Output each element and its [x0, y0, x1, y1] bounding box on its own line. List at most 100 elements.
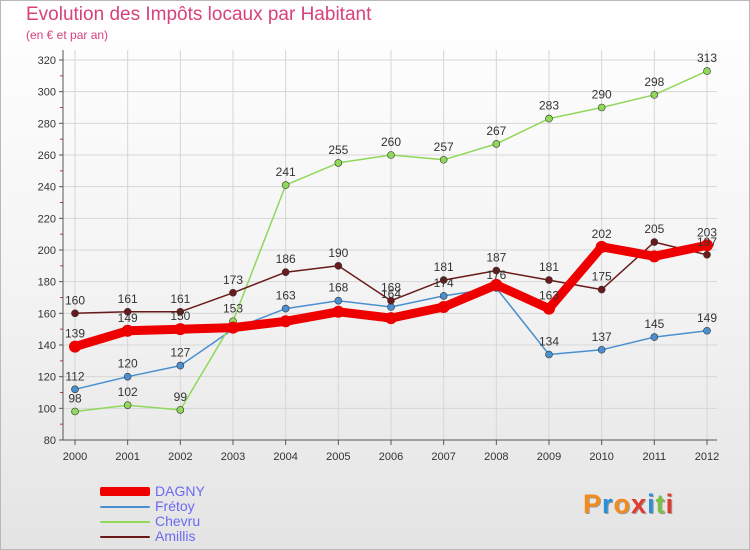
- data-label-fretoy: 174: [434, 276, 454, 290]
- data-label-amillis: 181: [434, 260, 454, 274]
- data-label-fretoy: 163: [276, 289, 296, 303]
- logo-letter: x: [631, 489, 648, 519]
- data-label-dagny: 202: [592, 227, 612, 241]
- logo-letter: i: [665, 489, 675, 519]
- data-point-fretoy: [334, 296, 343, 305]
- data-point-dagny: [69, 340, 81, 353]
- y-tick-label: 140: [38, 340, 56, 352]
- x-tick-label: 2006: [379, 451, 403, 463]
- data-point-amillis: [71, 309, 79, 318]
- data-label-dagny: 163: [539, 289, 559, 303]
- data-label-fretoy: 168: [328, 281, 348, 295]
- data-label-fretoy: 176: [486, 268, 506, 282]
- data-label-fretoy: 127: [170, 346, 190, 360]
- data-point-dagny: [648, 250, 661, 263]
- data-point-fretoy: [703, 326, 711, 335]
- data-label-amillis: 160: [65, 293, 85, 307]
- data-label-amillis: 175: [592, 270, 612, 284]
- data-point-fretoy: [545, 350, 553, 359]
- y-tick-label: 300: [38, 87, 56, 99]
- data-label-chevru: 267: [486, 124, 506, 138]
- data-label-amillis: 190: [328, 246, 348, 260]
- chart-grid: [63, 50, 717, 441]
- data-label-amillis: 168: [381, 281, 401, 295]
- data-point-chevru: [71, 407, 79, 416]
- x-tick-label: 2007: [431, 451, 455, 463]
- data-point-chevru: [545, 114, 553, 123]
- y-tick-label: 260: [38, 150, 56, 162]
- data-label-chevru: 102: [118, 385, 138, 399]
- data-point-amillis: [703, 250, 711, 259]
- legend-item-chevru: Chevru: [100, 514, 205, 529]
- logo-letter: t: [655, 489, 666, 519]
- data-point-chevru: [439, 155, 448, 164]
- data-label-chevru: 313: [697, 51, 717, 65]
- data-point-amillis: [492, 266, 501, 275]
- data-point-dagny: [543, 302, 555, 315]
- data-point-amillis: [650, 238, 659, 246]
- data-label-amillis: 161: [118, 292, 138, 306]
- data-point-chevru: [176, 406, 185, 414]
- data-point-amillis: [387, 296, 395, 305]
- data-point-amillis: [176, 307, 185, 316]
- legend-label: Amillis: [155, 528, 196, 544]
- data-point-amillis: [123, 307, 132, 316]
- data-point-chevru: [597, 103, 606, 112]
- logo-letter: o: [613, 489, 632, 519]
- data-label-fretoy: 149: [697, 311, 717, 325]
- x-tick-label: 2012: [695, 451, 719, 463]
- data-point-dagny: [227, 321, 239, 334]
- data-label-dagny: 149: [118, 311, 138, 325]
- data-point-chevru: [387, 151, 395, 159]
- legend-item-dagny: DAGNY: [100, 484, 205, 499]
- proxiti-logo: Proxiti: [583, 489, 674, 520]
- data-point-amillis: [334, 262, 343, 270]
- legend-swatch: [100, 505, 150, 508]
- data-label-dagny: 150: [170, 309, 190, 323]
- y-tick-label: 280: [38, 118, 56, 130]
- x-tick-label: 2002: [168, 451, 192, 463]
- data-label-chevru: 98: [68, 392, 82, 406]
- x-tick-label: 2008: [484, 451, 508, 463]
- x-tick-label: 2009: [537, 451, 561, 463]
- chart-axes: 80 100 120 140 160 180 200 220 240 260 280 300 320 20…: [38, 50, 719, 463]
- data-label-amillis: 205: [644, 222, 664, 236]
- chart-subtitle: (en € et par an): [26, 28, 109, 42]
- data-point-fretoy: [123, 372, 132, 381]
- series-points: [69, 67, 713, 416]
- data-point-dagny: [385, 312, 397, 325]
- data-label-chevru: 99: [174, 390, 188, 404]
- data-point-fretoy: [281, 304, 290, 313]
- data-point-dagny: [279, 315, 292, 328]
- data-point-fretoy: [650, 333, 659, 341]
- data-point-chevru: [123, 401, 132, 409]
- legend-label: Chevru: [155, 513, 201, 529]
- data-label-chevru: 283: [539, 99, 559, 113]
- logo-letter: i: [647, 489, 656, 519]
- data-point-fretoy: [387, 303, 395, 311]
- x-tick-label: 2004: [273, 451, 297, 463]
- data-point-amillis: [545, 276, 553, 284]
- data-label-fretoy: 112: [65, 369, 84, 383]
- legend-item-fretoy: Frétoy: [100, 499, 205, 514]
- data-label-amillis: 197: [697, 235, 717, 249]
- chart-title: Evolution des Impôts locaux par Habitant: [26, 4, 372, 25]
- data-point-amillis: [229, 288, 237, 297]
- legend-swatch: [100, 487, 150, 496]
- data-point-chevru: [492, 140, 501, 148]
- legend-swatch: [100, 535, 150, 538]
- y-tick-label: 320: [38, 55, 56, 67]
- data-point-amillis: [439, 276, 448, 284]
- data-label-chevru: 290: [592, 88, 612, 102]
- data-point-dagny: [121, 324, 134, 337]
- data-point-fretoy: [439, 292, 448, 300]
- data-point-fretoy: [597, 345, 606, 354]
- data-label-chevru: 298: [644, 75, 664, 89]
- legend-swatch: [100, 520, 150, 523]
- x-tick-label: 2010: [589, 451, 613, 463]
- y-tick-label: 220: [38, 213, 56, 225]
- data-label-dagny: 203: [697, 225, 717, 239]
- x-tick-label: 2005: [326, 451, 350, 463]
- y-tick-label: 180: [38, 277, 56, 289]
- x-tick-label: 2001: [115, 451, 139, 463]
